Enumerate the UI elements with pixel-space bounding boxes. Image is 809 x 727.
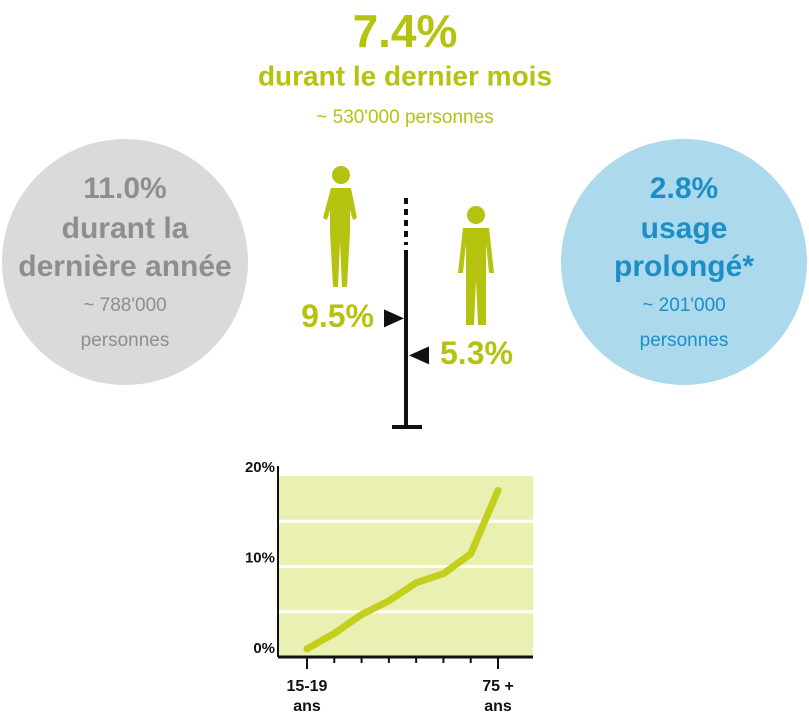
circle-text: dernière année	[18, 250, 231, 283]
men-label: 5.3%	[440, 335, 513, 371]
man-icon	[458, 206, 494, 325]
headline-rate: 7.4%	[353, 5, 458, 57]
x-tick-label: 15-19 ans	[286, 678, 328, 715]
women-marker	[384, 309, 404, 328]
circle-text: durant la	[62, 212, 189, 245]
y-tick-label: 20%	[245, 459, 275, 476]
headline-period: durant le dernier mois	[258, 60, 552, 91]
circle-text: 11.0%	[83, 172, 166, 205]
circle-text: 2.8%	[650, 172, 718, 205]
circle-text: personnes	[640, 330, 729, 351]
women-label: 9.5%	[301, 298, 374, 334]
circle-text: ~ 201'000	[642, 295, 725, 316]
woman-icon	[323, 166, 357, 287]
y-tick-label: 10%	[245, 549, 275, 566]
prolonged-circle	[561, 139, 807, 385]
y-tick-label: 0%	[253, 640, 275, 657]
circle-text: personnes	[81, 330, 170, 351]
circle-text: prolongé*	[614, 250, 754, 283]
year-circle	[2, 139, 248, 385]
men-marker	[409, 346, 429, 365]
circle-text: ~ 788'000	[83, 295, 166, 316]
headline-people: ~ 530'000 personnes	[316, 107, 493, 128]
circle-text: usage	[641, 212, 728, 245]
x-tick-label: 75 + ans	[482, 678, 514, 715]
data-line	[303, 486, 502, 653]
